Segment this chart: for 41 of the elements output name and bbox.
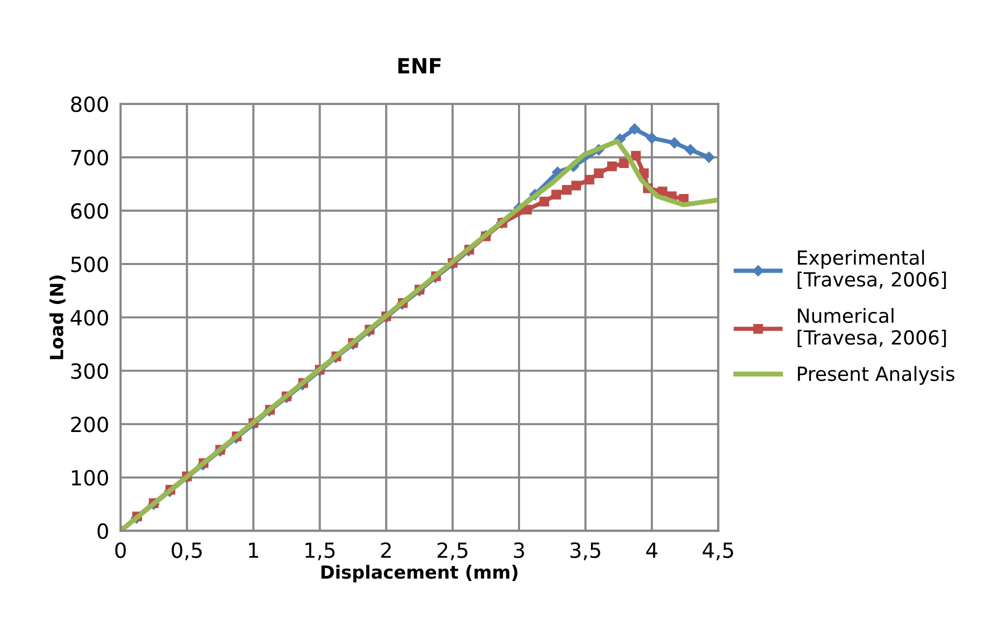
point xyxy=(703,152,715,163)
legend-label: Numerical [Travesa, 2006] xyxy=(798,308,946,348)
x-tick-label: 2 xyxy=(381,542,391,558)
y-tick-label: 500 xyxy=(71,256,108,272)
point xyxy=(607,161,617,172)
point xyxy=(684,144,696,156)
x-tick-label: 4,5 xyxy=(702,542,734,560)
x-tick-label: 4 xyxy=(646,542,658,558)
point xyxy=(668,137,680,148)
point xyxy=(571,180,582,190)
x-tick-label: 1 xyxy=(249,542,258,558)
point xyxy=(584,174,594,185)
x-tick-label: 3,5 xyxy=(570,542,600,560)
point xyxy=(562,184,572,195)
chart-title: ENF xyxy=(398,58,441,74)
y-tick-label: 100 xyxy=(72,470,108,486)
point xyxy=(594,168,604,178)
x-tick-label: 3 xyxy=(514,542,524,558)
point xyxy=(551,190,562,200)
y-tick-label: 600 xyxy=(71,203,108,219)
x-tick-label: 2,5 xyxy=(438,542,468,560)
x-tick-label: 0 xyxy=(115,542,126,558)
y-tick-label: 400 xyxy=(70,310,108,326)
y-tick-label: 0 xyxy=(98,523,108,540)
y-tick-label: 700 xyxy=(71,150,108,166)
legend-label: Present Analysis xyxy=(798,366,954,385)
legend-label: Experimental [Travesa, 2006] xyxy=(798,250,946,289)
y-axis-title: Load (N) xyxy=(49,275,66,360)
point xyxy=(628,123,640,135)
y-tick-label: 200 xyxy=(71,416,108,432)
point xyxy=(646,132,658,144)
point xyxy=(522,204,532,214)
point xyxy=(658,186,668,196)
x-tick-label: 0,5 xyxy=(172,542,202,560)
point xyxy=(619,158,629,168)
point xyxy=(631,150,641,161)
x-axis-title: Displacement (mm) xyxy=(321,564,518,582)
y-tick-label: 800 xyxy=(71,96,108,112)
x-tick-label: 1,5 xyxy=(306,542,335,560)
y-tick-label: 300 xyxy=(71,363,108,379)
point xyxy=(539,196,550,206)
